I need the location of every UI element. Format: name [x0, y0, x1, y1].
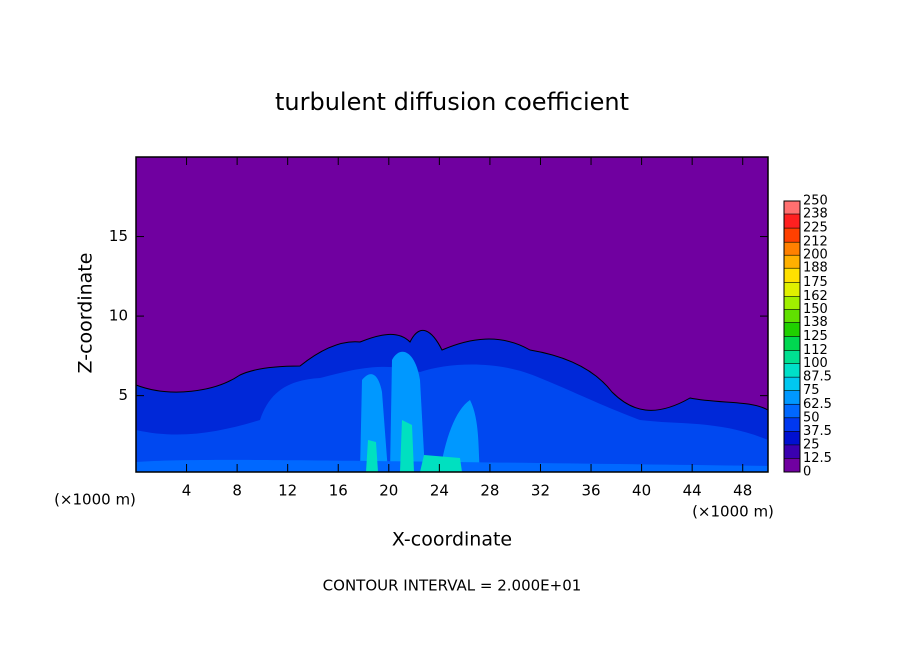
colorbar-swatch: [784, 242, 800, 256]
y-axis-label: Z-coordinate: [75, 253, 97, 374]
field: [135, 157, 769, 473]
colorbar-label: 87.5: [803, 370, 832, 385]
field-region: [360, 374, 388, 472]
x-tick-label: 44: [683, 482, 702, 500]
colorbar-label: 188: [803, 261, 828, 276]
colorbar-swatch: [784, 296, 800, 310]
colorbar-swatch: [784, 268, 800, 283]
colorbar-swatch: [784, 201, 800, 215]
colorbar-swatch: [784, 322, 800, 337]
colorbar-label: 112: [803, 343, 828, 358]
x-tick-label: 20: [379, 482, 398, 500]
colorbar-swatch: [784, 228, 800, 243]
colorbar-swatch: [784, 390, 800, 405]
field-region: [366, 420, 462, 472]
x-unit-left: (×1000 m): [54, 491, 136, 509]
x-tick-label: 16: [329, 482, 348, 500]
colorbar-label: 125: [803, 329, 828, 344]
colorbar-label: 37.5: [803, 424, 832, 439]
y-tick-label: 10: [109, 307, 128, 325]
colorbar-label: 100: [803, 356, 828, 371]
colorbar-label: 0: [803, 465, 811, 480]
colorbar-swatch: [784, 309, 800, 323]
field-region: [440, 400, 480, 472]
colorbar-swatch: [784, 350, 800, 364]
colorbar-swatch: [784, 282, 800, 297]
chart-title: turbulent diffusion coefficient: [275, 88, 629, 116]
colorbar-swatch: [784, 417, 800, 432]
x-tick-label: 4: [182, 482, 192, 500]
colorbar-label: 238: [803, 207, 828, 222]
colorbar-swatch: [784, 458, 800, 472]
colorbar-label: 12.5: [803, 451, 832, 466]
colorbar-swatch: [784, 214, 800, 229]
colorbar-label: 138: [803, 315, 828, 330]
colorbar-label: 225: [803, 221, 828, 236]
field-region: [136, 364, 768, 472]
colorbar-swatch: [784, 431, 800, 445]
colorbar-swatch: [784, 377, 800, 391]
x-tick-label: 40: [632, 482, 651, 500]
y-tick-label: 15: [109, 227, 128, 245]
footer-note: CONTOUR INTERVAL = 2.000E+01: [323, 577, 582, 595]
y-tick-label: 5: [118, 386, 128, 404]
x-tick-label: 28: [480, 482, 499, 500]
colorbar-label: 150: [803, 302, 828, 317]
colorbar-swatch: [784, 444, 800, 459]
colorbar-swatch: [784, 363, 800, 378]
plot-frame: [135, 156, 769, 473]
x-tick-label: 32: [531, 482, 550, 500]
colorbar-label: 212: [803, 235, 828, 250]
x-tick-label: 24: [430, 482, 449, 500]
x-tick-label: 12: [278, 482, 297, 500]
colorbar-label: 175: [803, 275, 828, 290]
x-unit-right: (×1000 m): [692, 503, 774, 521]
x-tick-label: 48: [733, 482, 752, 500]
x-axis-label: X-coordinate: [392, 529, 512, 551]
colorbar-label: 50: [803, 410, 820, 425]
colorbar-swatch: [784, 336, 800, 351]
colorbar-label: 200: [803, 248, 828, 263]
colorbar-label: 250: [803, 194, 828, 209]
x-tick-label: 36: [581, 482, 600, 500]
colorbar-swatch: [784, 255, 800, 269]
colorbar-label: 62.5: [803, 397, 832, 412]
colorbar-label: 162: [803, 289, 828, 304]
colorbar-label: 25: [803, 437, 820, 452]
x-tick-label: 8: [232, 482, 242, 500]
colorbar-label: 75: [803, 383, 820, 398]
colorbar-swatch: [784, 404, 800, 418]
field-region: [390, 351, 425, 472]
